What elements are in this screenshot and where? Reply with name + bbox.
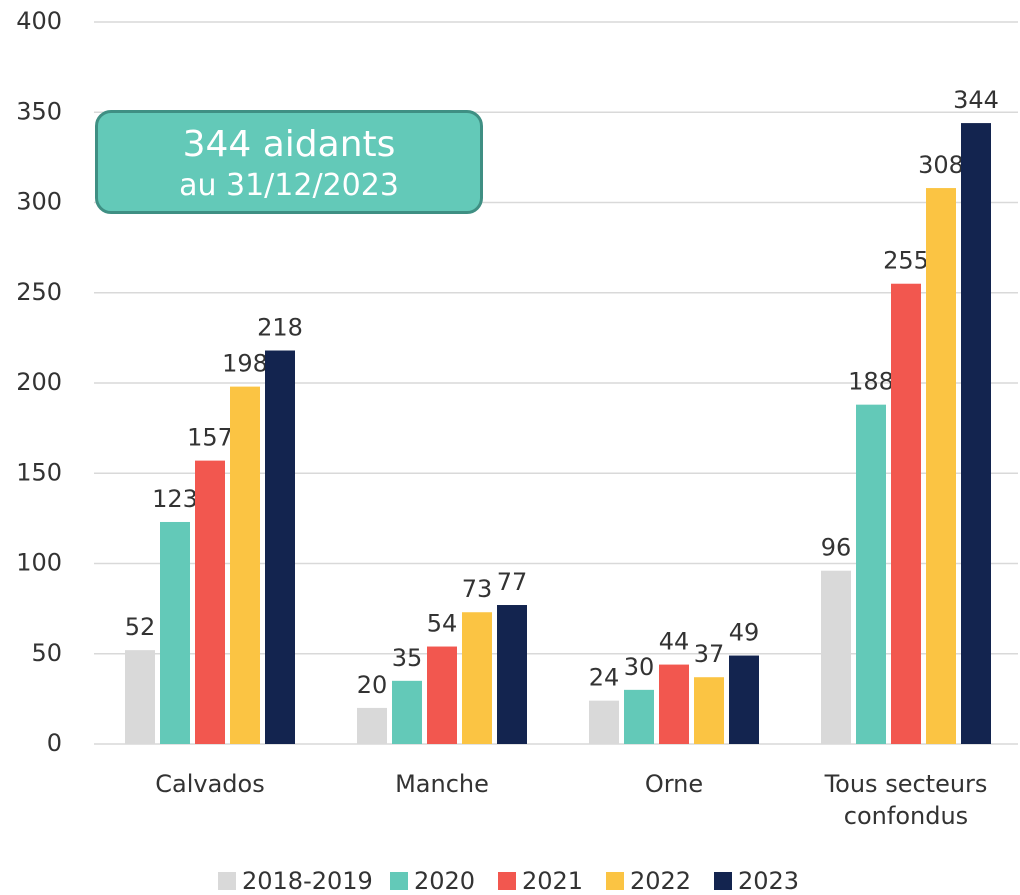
data-label: 20 xyxy=(357,671,388,699)
bar xyxy=(195,460,225,744)
annotation: 344 aidants xyxy=(182,124,396,165)
data-label: 54 xyxy=(427,610,458,638)
bar xyxy=(160,521,190,744)
bar xyxy=(694,677,724,744)
bar xyxy=(729,655,759,744)
legend-label: 2023 xyxy=(738,867,799,895)
bar xyxy=(891,283,921,744)
data-label: 30 xyxy=(624,653,655,681)
y-tick-label: 150 xyxy=(16,458,62,486)
data-label: 35 xyxy=(392,644,423,672)
data-label: 73 xyxy=(462,575,493,603)
bar xyxy=(230,386,260,744)
bar xyxy=(392,680,422,744)
legend-label: 2022 xyxy=(630,867,691,895)
y-tick-label: 300 xyxy=(16,188,62,216)
annotation-box: 344 aidants au 31/12/2023 xyxy=(95,110,483,214)
x-tick-label: Tous secteurs confondus xyxy=(824,770,988,830)
data-label: 96 xyxy=(821,534,852,562)
data-label: 52 xyxy=(125,613,156,641)
data-label: 77 xyxy=(497,568,528,596)
legend-swatch xyxy=(218,872,236,890)
legend-label: 2021 xyxy=(522,867,583,895)
legend-label: 2020 xyxy=(414,867,475,895)
bar xyxy=(357,707,387,744)
y-tick-label: 200 xyxy=(16,368,62,396)
data-label: 24 xyxy=(589,664,620,692)
y-tick-label: 50 xyxy=(31,639,62,667)
legend-label: 2018-2019 xyxy=(242,867,373,895)
data-label: 344 xyxy=(953,86,999,114)
bar xyxy=(125,650,155,744)
x-tick-label: Orne xyxy=(644,770,704,798)
bar xyxy=(497,605,527,744)
data-label: 198 xyxy=(222,350,268,378)
data-label: 123 xyxy=(152,485,198,513)
bar xyxy=(926,188,956,744)
data-label: 188 xyxy=(848,368,894,396)
data-label: 44 xyxy=(659,628,690,656)
bar xyxy=(856,404,886,744)
bar xyxy=(659,664,689,744)
x-tick-label: Calvados xyxy=(155,770,265,798)
legend-swatch xyxy=(498,872,516,890)
data-label: 157 xyxy=(187,424,233,452)
y-tick-label: 350 xyxy=(16,97,62,125)
data-label: 308 xyxy=(918,151,964,179)
annotation: au 31/12/2023 xyxy=(179,168,399,203)
x-tick-label: Manche xyxy=(395,770,489,798)
bar xyxy=(462,612,492,744)
bar xyxy=(589,700,619,744)
legend-swatch xyxy=(390,872,408,890)
y-tick-label: 250 xyxy=(16,278,62,306)
data-label: 218 xyxy=(257,314,303,342)
legend-swatch xyxy=(606,872,624,890)
bar xyxy=(624,689,654,744)
bar xyxy=(821,570,851,744)
data-label: 255 xyxy=(883,247,929,275)
bar xyxy=(427,646,457,744)
bar xyxy=(961,123,991,744)
y-tick-label: 100 xyxy=(16,549,62,577)
legend-swatch xyxy=(714,872,732,890)
bar xyxy=(265,350,295,744)
y-tick-label: 400 xyxy=(16,7,62,35)
data-label: 37 xyxy=(694,640,725,668)
data-label: 49 xyxy=(729,619,760,647)
y-tick-label: 0 xyxy=(47,729,62,757)
